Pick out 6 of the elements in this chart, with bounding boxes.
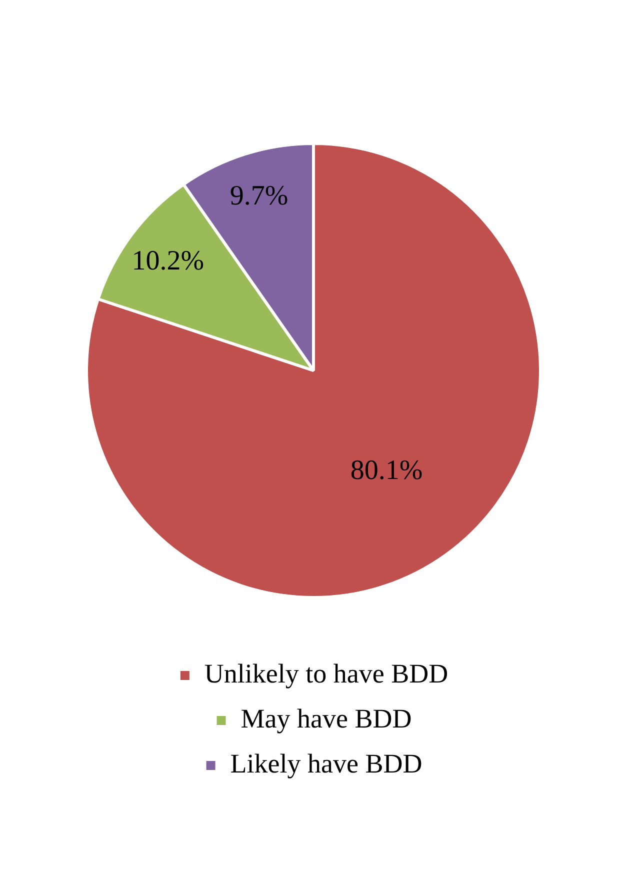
data-label: 9.7% xyxy=(230,180,288,212)
data-label: 80.1% xyxy=(350,455,423,486)
legend-label: Likely have BDD xyxy=(230,748,422,779)
legend-label: May have BDD xyxy=(240,704,412,734)
data-label: 10.2% xyxy=(132,245,204,276)
legend-label: Unlikely to have BDD xyxy=(204,658,448,689)
